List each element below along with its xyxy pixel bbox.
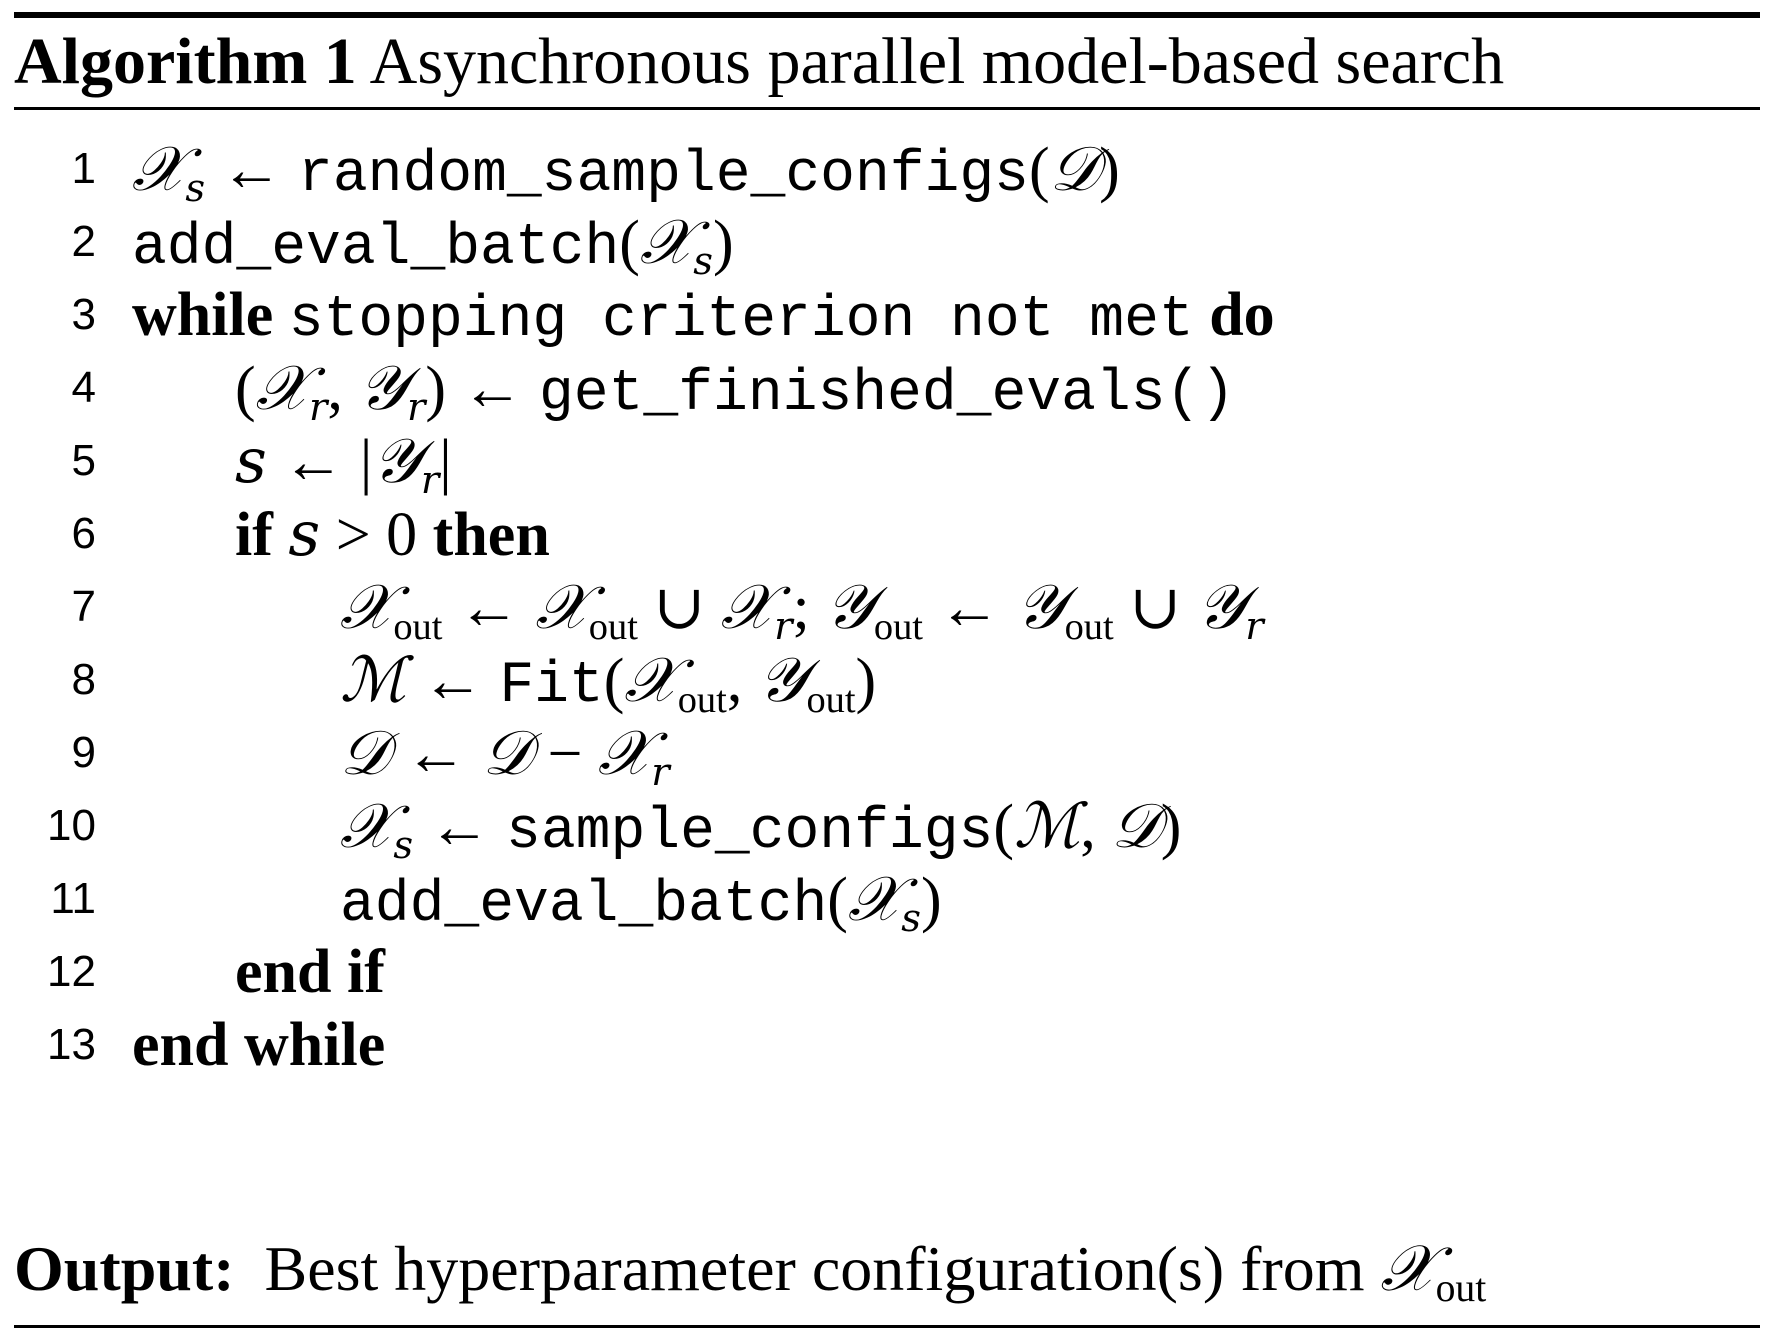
- line-code: if s > 0 then: [235, 497, 550, 570]
- line-number: 11: [50, 874, 96, 923]
- line-code: (𝒳r, 𝒴r) ← get_finished_evals(): [235, 351, 1236, 430]
- line-code: add_eval_batch(𝒳s): [132, 205, 734, 284]
- algorithm-title: Asynchronous parallel model-based search: [369, 25, 1505, 98]
- line-number: 2: [71, 217, 96, 266]
- line-number: 10: [47, 801, 96, 850]
- line-code: 𝒳s ← random_sample_configs(𝒟): [132, 132, 1120, 211]
- line-code: add_eval_batch(𝒳s): [340, 862, 942, 941]
- output-text: Best hyperparameter configuration(s) fro…: [264, 1233, 1365, 1304]
- output-label: Output:: [14, 1233, 235, 1304]
- line-number: 5: [71, 436, 96, 485]
- line-number: 9: [71, 728, 96, 777]
- algorithm-caption: Algorithm 1 Asynchronous parallel model-…: [14, 16, 1504, 108]
- line-code: end while: [132, 1011, 386, 1079]
- line-number: 3: [71, 290, 96, 339]
- line-code: 𝒟 ← 𝒟 − 𝒳r: [340, 716, 670, 795]
- line-code: while stopping criterion not met do: [132, 281, 1275, 353]
- line-code: s ← |𝒴r|: [235, 424, 452, 503]
- line-number: 8: [71, 655, 96, 704]
- algorithm-label: Algorithm 1: [14, 25, 357, 98]
- line-number: 12: [47, 947, 96, 996]
- line-code: ℳ ← Fit(𝒳out, 𝒴out): [340, 643, 877, 721]
- top-rule: [14, 12, 1760, 18]
- line-code: end if: [235, 938, 385, 1006]
- line-code: 𝒳s ← sample_configs(ℳ, 𝒟): [340, 789, 1182, 868]
- line-number: 7: [71, 582, 96, 631]
- line-number: 6: [71, 509, 96, 558]
- line-number: 4: [71, 363, 96, 412]
- bottom-rule: [14, 1325, 1760, 1328]
- caption-rule: [14, 107, 1760, 110]
- line-number: 13: [47, 1020, 96, 1069]
- line-number: 1: [71, 144, 96, 193]
- line-code: 𝒳out ← 𝒳out ∪ 𝒳r; 𝒴out ← 𝒴out ∪ 𝒴r: [340, 570, 1264, 649]
- algorithm-output: Output: Best hyperparameter configuration…: [14, 1232, 1487, 1311]
